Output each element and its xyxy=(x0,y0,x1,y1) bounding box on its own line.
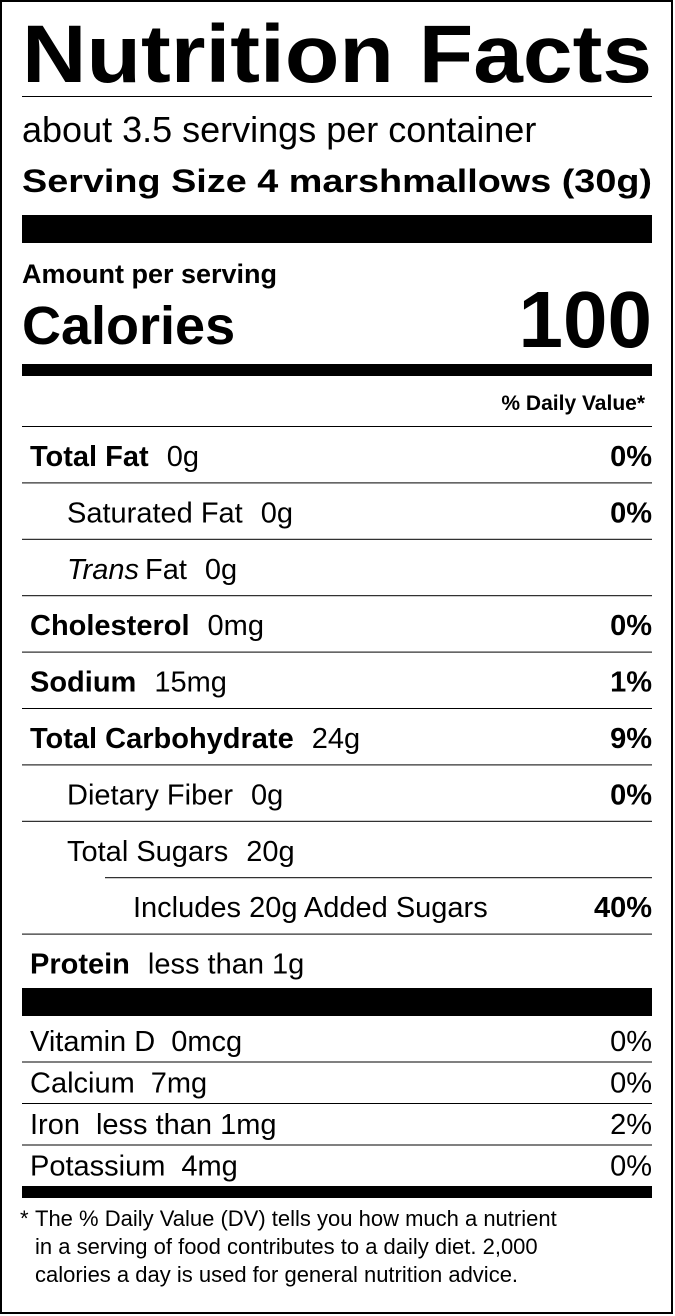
nutrient-row: Total Fat 0g xyxy=(30,441,199,473)
vitamin-amount: 0mcg xyxy=(171,1026,242,1058)
footnote-line: The % Daily Value (DV) tells you how muc… xyxy=(35,1206,557,1231)
vitamin-name: Vitamin D xyxy=(30,1026,155,1058)
nutrient-amount: 24g xyxy=(312,723,360,755)
nutrient-amount: 20g xyxy=(246,836,294,868)
amount-per-serving: Amount per serving xyxy=(22,259,277,289)
nutrient-amount: 0g xyxy=(205,554,237,586)
vitamin-row: Calcium 7mg xyxy=(30,1068,207,1100)
nutrient-name: Sodium xyxy=(30,667,136,699)
daily-value: 40% xyxy=(594,892,652,924)
vitamin-row: Vitamin D 0mcg xyxy=(30,1026,242,1058)
vitamin-name: Calcium xyxy=(30,1068,135,1100)
daily-value: 1% xyxy=(610,667,652,699)
nutrient-amount: 15mg xyxy=(154,667,227,699)
vitamin-amount: 4mg xyxy=(181,1151,237,1183)
nutrient-amount: 0g xyxy=(167,441,199,473)
vitamin-name: Iron xyxy=(30,1109,80,1141)
divider xyxy=(22,1103,652,1104)
divider xyxy=(22,651,652,653)
daily-value: 0% xyxy=(610,1151,652,1183)
vitamin-name: Potassium xyxy=(30,1151,165,1183)
divider xyxy=(22,933,652,935)
daily-value: 2% xyxy=(610,1109,652,1141)
nutrient-row: Saturated Fat 0g xyxy=(67,497,293,529)
daily-value: 0% xyxy=(610,1026,652,1058)
divider xyxy=(22,708,652,709)
servings: about 3.5 servings per container xyxy=(22,109,536,150)
daily-value: 0% xyxy=(610,610,652,642)
calories-value: 100 xyxy=(519,275,652,364)
thick-bar xyxy=(22,988,652,1016)
nutrient-row: Trans Fat 0g xyxy=(67,554,237,586)
nutrient-rows: Total Fat 0g 0% Saturated Fat 0g 0% Trans Fat 0g… xyxy=(20,426,652,1287)
daily-value: 0% xyxy=(610,497,652,529)
medium-bar xyxy=(22,1186,652,1198)
daily-value: 9% xyxy=(610,723,652,755)
daily-value: 0% xyxy=(610,779,652,811)
nutrient-row: Protein less than 1g xyxy=(30,949,304,981)
divider xyxy=(22,820,652,822)
footnote-mark: * xyxy=(20,1206,29,1231)
title: Nutrition Facts xyxy=(22,9,652,100)
nutrient-amount: less than 1g xyxy=(148,949,304,981)
nutrient-name: Total Sugars xyxy=(67,836,228,868)
nutrient-name: Saturated Fat xyxy=(67,497,243,529)
divider xyxy=(105,877,652,879)
daily-value-header: % Daily Value* xyxy=(501,392,645,415)
nutrient-name: Total Fat xyxy=(30,441,149,473)
divider xyxy=(22,595,652,597)
nutrient-name: Cholesterol xyxy=(30,610,190,642)
divider xyxy=(22,764,652,766)
nutrient-name: Dietary Fiber xyxy=(67,779,233,811)
nutrient-amount: 0mg xyxy=(208,610,264,642)
nutrient-row: Sodium 15mg xyxy=(30,667,227,699)
nutrient-name: Total Carbohydrate xyxy=(30,723,294,755)
vitamin-amount: less than 1mg xyxy=(96,1109,277,1141)
nutrient-row: Total Sugars 20g xyxy=(67,836,295,868)
nutrient-name-italic: Trans xyxy=(67,554,139,586)
vitamin-row: Iron less than 1mg xyxy=(30,1109,277,1141)
nutrient-name: Fat xyxy=(145,554,187,586)
vitamin-amount: 7mg xyxy=(151,1068,207,1100)
divider xyxy=(22,1144,652,1146)
serving-size: Serving Size 4 marshmallows (30g) xyxy=(22,163,652,199)
nutrient-amount: 0g xyxy=(251,779,283,811)
nutrient-row: Includes 20g Added Sugars xyxy=(133,892,488,924)
nutrient-name: Protein xyxy=(30,949,130,981)
nutrient-name: Includes 20g Added Sugars xyxy=(133,892,488,924)
nutrient-row: Total Carbohydrate 24g xyxy=(30,723,360,755)
nutrient-row: Dietary Fiber 0g xyxy=(67,779,283,811)
divider xyxy=(22,96,652,97)
footnote-line: in a serving of food contributes to a da… xyxy=(35,1234,538,1259)
daily-value: 0% xyxy=(610,1068,652,1100)
divider xyxy=(22,1061,652,1063)
divider xyxy=(22,538,652,540)
daily-value: 0% xyxy=(610,441,652,473)
divider xyxy=(22,482,652,484)
divider xyxy=(22,426,652,427)
thick-bar xyxy=(22,215,652,243)
medium-bar xyxy=(22,364,652,376)
footnote-line: calories a day is used for general nutri… xyxy=(35,1262,518,1287)
calories-label: Calories xyxy=(22,296,235,356)
nutrient-amount: 0g xyxy=(261,497,293,529)
vitamin-row: Potassium 4mg xyxy=(30,1151,238,1183)
nutrient-row: Cholesterol 0mg xyxy=(30,610,264,642)
